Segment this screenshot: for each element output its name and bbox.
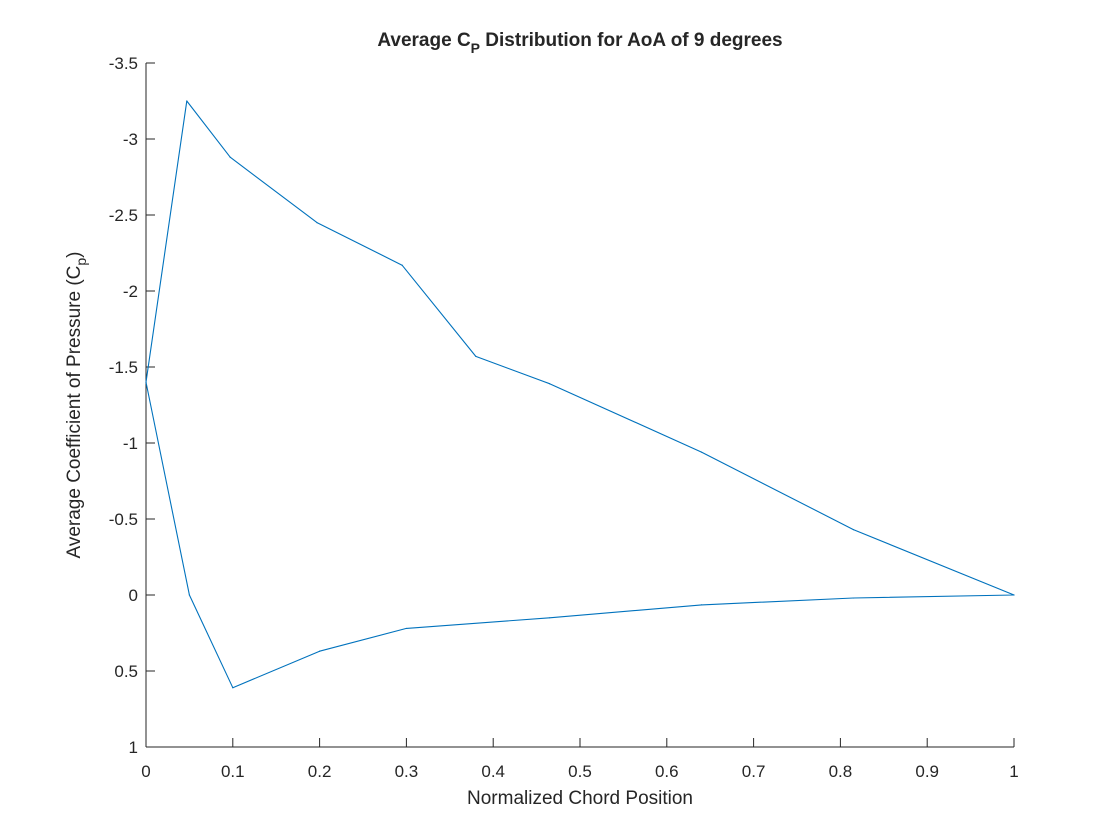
- y-tick-label: 1: [129, 738, 138, 757]
- y-tick-label: -0.5: [109, 510, 138, 529]
- x-tick-label: 0.6: [655, 762, 679, 781]
- data-point: [475, 355, 477, 357]
- y-tick-label: -2: [123, 282, 138, 301]
- y-axis-label-subscript: p: [73, 258, 89, 266]
- data-point: [549, 383, 551, 385]
- y-tick-label: -2.5: [109, 206, 138, 225]
- x-tick-label: 0.1: [221, 762, 245, 781]
- y-tick-label: -1.5: [109, 358, 138, 377]
- data-point: [405, 627, 407, 630]
- data-point: [232, 687, 234, 689]
- y-axis-label-prefix: Average Coefficient of Pressure (C: [64, 266, 85, 559]
- y-tick-label: -1: [123, 434, 138, 453]
- chart-title-subscript: P: [471, 40, 480, 56]
- x-tick-label: 0.4: [481, 762, 505, 781]
- plot-area: 0 0.1 0.2 0.3 0.4 0.5 0.6 0.7 0.8 0.9 1 -3.5 -3 -2.5…: [109, 54, 1019, 781]
- x-tick-label: 0.5: [568, 762, 592, 781]
- y-tick-label: -3.5: [109, 54, 138, 73]
- series-line-0: [145, 100, 1015, 689]
- x-tick-label: 0.8: [829, 762, 853, 781]
- data-point: [186, 100, 188, 102]
- y-tick-label: 0.5: [114, 662, 138, 681]
- data-point: [401, 264, 403, 266]
- data-point: [319, 650, 321, 652]
- x-axis-label: Normalized Chord Position: [467, 788, 693, 809]
- y-tick-label: -3: [123, 130, 138, 149]
- x-tick-label: 0: [141, 762, 150, 781]
- data-point: [700, 604, 703, 606]
- data-point: [145, 381, 147, 383]
- x-tick-label: 0.7: [742, 762, 766, 781]
- x-tick-label: 0.3: [395, 762, 419, 781]
- y-axis-label: Average Coefficient of Pressure (Cp): [64, 251, 89, 558]
- x-tick-label: 1: [1009, 762, 1018, 781]
- data-point: [549, 617, 551, 619]
- x-tick-label: 0.9: [915, 762, 939, 781]
- x-tick-label: 0.2: [308, 762, 332, 781]
- data-point: [700, 451, 703, 453]
- y-axis-label-suffix: ): [64, 251, 85, 257]
- data-point: [316, 222, 318, 224]
- chart-title: Average CP Distribution for AoA of 9 deg…: [377, 30, 782, 56]
- data-point: [188, 594, 190, 596]
- data-point: [852, 529, 855, 531]
- data-point: [1013, 594, 1015, 596]
- x-axis-ticks: 0 0.1 0.2 0.3 0.4 0.5 0.6 0.7 0.8 0.9 1: [141, 738, 1019, 781]
- y-tick-label: 0: [129, 586, 138, 605]
- data-point: [229, 156, 231, 158]
- y-axis-ticks: -3.5 -3 -2.5 -2 -1.5 -1 -0.5 0 0.5 1: [109, 54, 155, 757]
- chart-title-suffix: Distribution for AoA of 9 degrees: [480, 30, 783, 51]
- series-layer: [145, 100, 1015, 689]
- chart-title-prefix: Average C: [377, 30, 471, 51]
- data-point: [852, 597, 855, 599]
